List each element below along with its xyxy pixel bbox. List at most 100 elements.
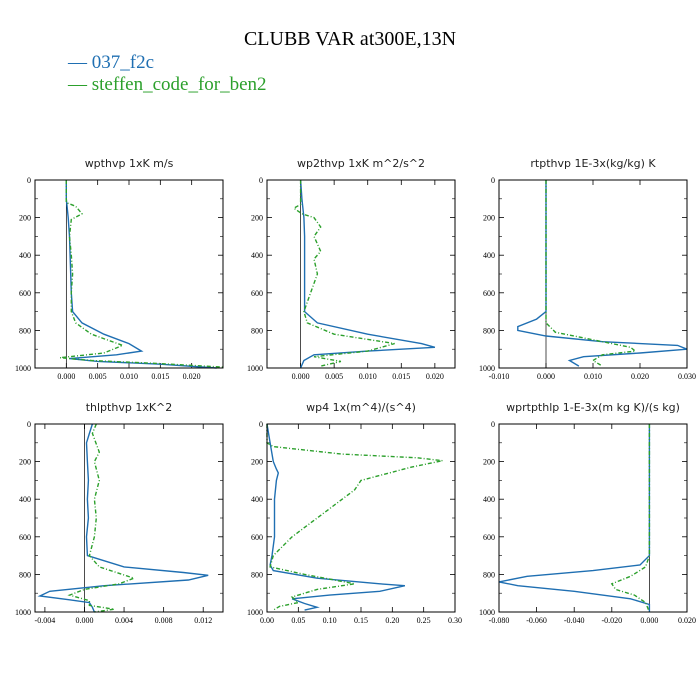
legend: — 037_f2c — steffen_code_for_ben2 — [68, 52, 267, 96]
subplot-title: rtpthvp 1E-3x(kg/kg) K — [530, 157, 656, 170]
subplot-title: wp2thvp 1xK m^2/s^2 — [297, 157, 425, 170]
y-tick-label: 0 — [491, 420, 495, 429]
plot-frame — [498, 179, 688, 369]
y-tick-label: 1000 — [479, 364, 495, 373]
x-tick-label: 0.000 — [537, 372, 555, 381]
y-tick-label: 1000 — [479, 608, 495, 617]
y-tick-label: 200 — [19, 458, 31, 467]
subplot-title: wpthvp 1xK m/s — [85, 157, 174, 170]
legend-item-series1: — 037_f2c — [68, 52, 267, 74]
y-tick-label: 800 — [251, 326, 263, 335]
y-tick-label: 400 — [251, 495, 263, 504]
subplot-title: thlpthvp 1xK^2 — [86, 401, 173, 414]
x-tick-label: 0.010 — [359, 372, 377, 381]
series-line-1 — [498, 424, 651, 612]
subplot-4: thlpthvp 1xK^2 0 200 400 600 800 1000 -0.004 0.0… — [15, 401, 224, 625]
series-line-2 — [610, 424, 651, 613]
y-tick-label: 800 — [19, 570, 31, 579]
subplot-3: rtpthvp 1E-3x(kg/kg) K 0 200 400 600 800 1000-… — [479, 157, 696, 381]
x-tick-label: -0.040 — [564, 616, 585, 625]
series-line-1 — [517, 180, 688, 367]
x-tick-label: 0.10 — [323, 616, 337, 625]
series-line-1 — [37, 423, 209, 613]
subplot-title: wp4 1x(m^4)/(s^4) — [306, 401, 416, 414]
x-tick-label: 0.005 — [89, 372, 107, 381]
x-tick-label: 0.020 — [631, 372, 649, 381]
y-tick-label: 400 — [19, 251, 31, 260]
x-tick-label: -0.080 — [489, 616, 510, 625]
y-tick-label: 400 — [19, 495, 31, 504]
y-tick-label: 600 — [483, 533, 495, 542]
series-line-2 — [545, 180, 638, 367]
x-tick-label: 0.010 — [120, 372, 138, 381]
y-tick-label: 200 — [19, 214, 31, 223]
y-tick-label: 600 — [19, 533, 31, 542]
x-tick-label: -0.020 — [601, 616, 622, 625]
x-tick-label: 0.20 — [385, 616, 399, 625]
y-tick-label: 600 — [19, 289, 31, 298]
series-line-2 — [60, 180, 224, 368]
y-tick-label: 400 — [251, 251, 263, 260]
y-tick-label: 400 — [483, 495, 495, 504]
plot-frame — [34, 423, 224, 613]
y-tick-label: 0 — [27, 176, 31, 185]
legend-label-series1: 037_f2c — [91, 52, 155, 73]
y-tick-label: 200 — [483, 458, 495, 467]
y-tick-label: 0 — [491, 176, 495, 185]
plot-frame — [498, 423, 688, 613]
plot-frame — [266, 423, 456, 613]
subplot-title: wprtpthlp 1-E-3x(m kg K)/(s kg) — [506, 401, 680, 414]
y-tick-label: 1000 — [247, 364, 263, 373]
x-tick-label: 0.030 — [678, 372, 696, 381]
subplot-1: wpthvp 1xK m/s 0 200 400 600 800 1000 0.000 0.00… — [15, 157, 224, 381]
y-tick-label: 800 — [251, 570, 263, 579]
y-tick-label: 0 — [259, 420, 263, 429]
y-tick-label: 200 — [251, 458, 263, 467]
legend-label-series2: steffen_code_for_ben2 — [91, 74, 267, 95]
y-tick-label: 1000 — [247, 608, 263, 617]
y-tick-label: 600 — [251, 533, 263, 542]
y-tick-label: 800 — [19, 326, 31, 335]
subplot-6: wprtpthlp 1-E-3x(m kg K)/(s kg) 0 200 400 60… — [479, 401, 696, 625]
x-tick-label: 0.020 — [678, 616, 696, 625]
legend-marker-series1: — — [68, 52, 87, 73]
x-tick-label: 0.012 — [194, 616, 212, 625]
y-tick-label: 400 — [483, 251, 495, 260]
subplot-2: wp2thvp 1xK m^2/s^2 0 200 400 600 800 1000 0.00… — [247, 157, 456, 381]
x-tick-label: 0.005 — [325, 372, 343, 381]
plot-frame — [266, 179, 456, 369]
x-tick-label: 0.000 — [640, 616, 658, 625]
series-line-1 — [65, 180, 217, 369]
x-tick-label: 0.05 — [291, 616, 305, 625]
x-tick-label: 0.010 — [584, 372, 602, 381]
series-line-2 — [292, 180, 395, 367]
legend-marker-series2: — — [68, 74, 87, 95]
y-tick-label: 800 — [483, 570, 495, 579]
x-tick-label: 0.15 — [354, 616, 368, 625]
x-tick-label: 0.30 — [448, 616, 462, 625]
x-tick-label: 0.020 — [183, 372, 201, 381]
legend-item-series2: — steffen_code_for_ben2 — [68, 74, 267, 96]
x-tick-label: 0.000 — [292, 372, 310, 381]
figure-title: CLUBB VAR at300E,13N — [243, 28, 457, 50]
y-tick-label: 800 — [483, 326, 495, 335]
x-tick-label: -0.004 — [35, 616, 56, 625]
x-tick-label: 0.020 — [426, 372, 444, 381]
y-tick-label: 600 — [483, 289, 495, 298]
x-tick-label: 0.015 — [392, 372, 410, 381]
y-tick-label: 0 — [259, 176, 263, 185]
plot-frame — [34, 179, 224, 369]
x-tick-label: -0.060 — [526, 616, 547, 625]
x-tick-label: -0.010 — [489, 372, 510, 381]
x-tick-label: 0.004 — [115, 616, 133, 625]
x-tick-label: 0.000 — [57, 372, 75, 381]
y-tick-label: 1000 — [15, 608, 31, 617]
y-tick-label: 1000 — [15, 364, 31, 373]
x-tick-label: 0.00 — [260, 616, 274, 625]
x-tick-label: 0.000 — [75, 616, 93, 625]
series-line-2 — [67, 423, 137, 613]
x-tick-label: 0.008 — [155, 616, 173, 625]
